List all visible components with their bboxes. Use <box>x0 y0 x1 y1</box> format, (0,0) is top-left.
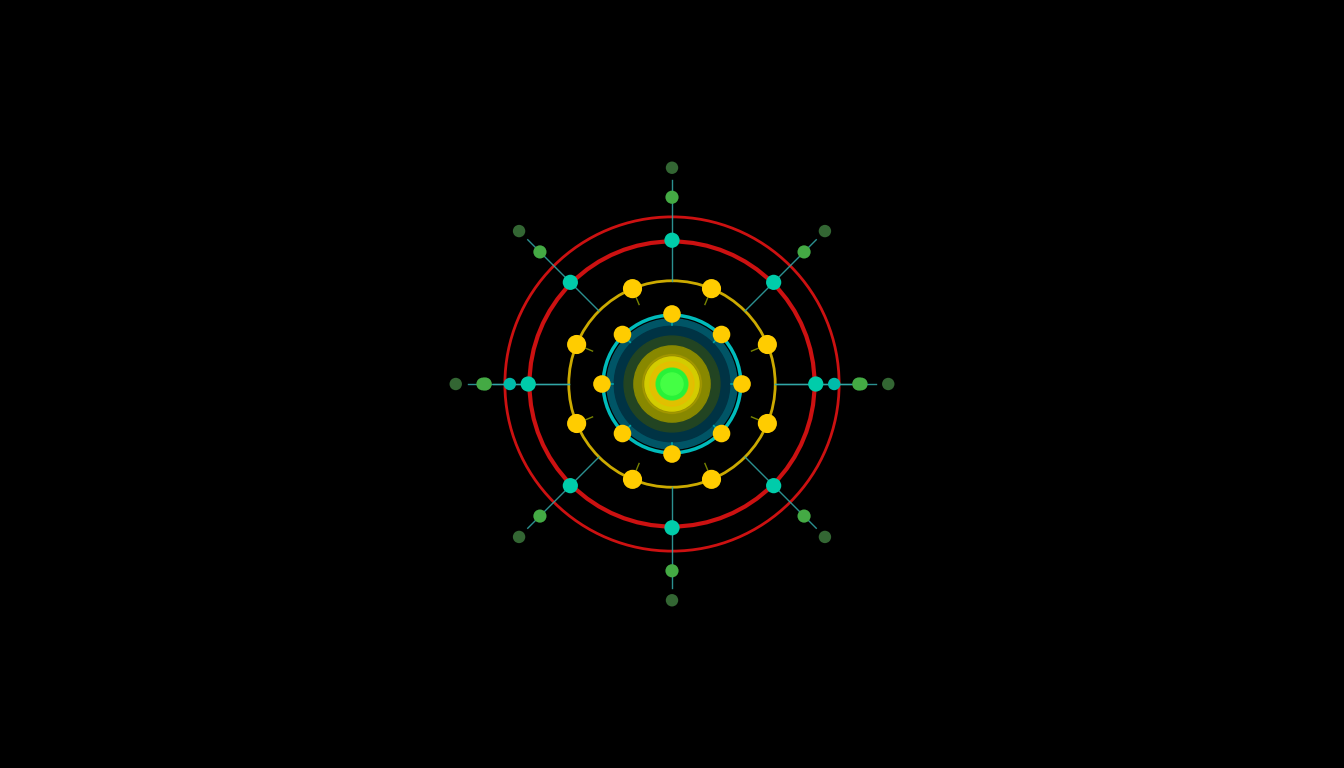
Point <box>793 246 814 258</box>
Point <box>622 283 644 295</box>
Point <box>499 378 520 390</box>
Point <box>566 339 587 351</box>
Point <box>851 378 872 390</box>
Circle shape <box>657 369 687 399</box>
Point <box>508 531 530 543</box>
Point <box>445 378 466 390</box>
Circle shape <box>614 326 730 442</box>
Point <box>472 378 493 390</box>
Point <box>763 479 785 492</box>
Point <box>661 161 683 174</box>
Point <box>612 329 633 341</box>
Point <box>805 378 827 390</box>
Point <box>700 473 722 485</box>
Point <box>661 448 683 460</box>
Point <box>731 378 753 390</box>
Circle shape <box>656 368 688 400</box>
Circle shape <box>650 362 694 406</box>
Point <box>517 378 539 390</box>
Circle shape <box>634 346 710 422</box>
Point <box>848 378 870 390</box>
Point <box>612 427 633 439</box>
Point <box>530 246 551 258</box>
Point <box>661 234 683 247</box>
Point <box>559 276 581 289</box>
Point <box>474 378 496 390</box>
Point <box>661 191 683 204</box>
Point <box>591 378 613 390</box>
Point <box>805 378 827 390</box>
Point <box>661 594 683 607</box>
Point <box>711 329 732 341</box>
Point <box>814 225 836 237</box>
Point <box>559 479 581 492</box>
Point <box>661 521 683 534</box>
Point <box>530 510 551 522</box>
Point <box>517 378 539 390</box>
Circle shape <box>661 373 683 395</box>
Circle shape <box>624 336 720 432</box>
Point <box>700 283 722 295</box>
Circle shape <box>642 355 702 413</box>
Point <box>763 276 785 289</box>
Point <box>661 308 683 320</box>
Point <box>622 473 644 485</box>
Point <box>661 564 683 577</box>
Point <box>793 510 814 522</box>
Point <box>814 531 836 543</box>
Point <box>757 339 778 351</box>
Point <box>566 417 587 429</box>
Circle shape <box>645 357 699 411</box>
Point <box>711 427 732 439</box>
Point <box>878 378 899 390</box>
Point <box>824 378 845 390</box>
Circle shape <box>607 319 737 449</box>
Point <box>508 225 530 237</box>
Point <box>757 417 778 429</box>
